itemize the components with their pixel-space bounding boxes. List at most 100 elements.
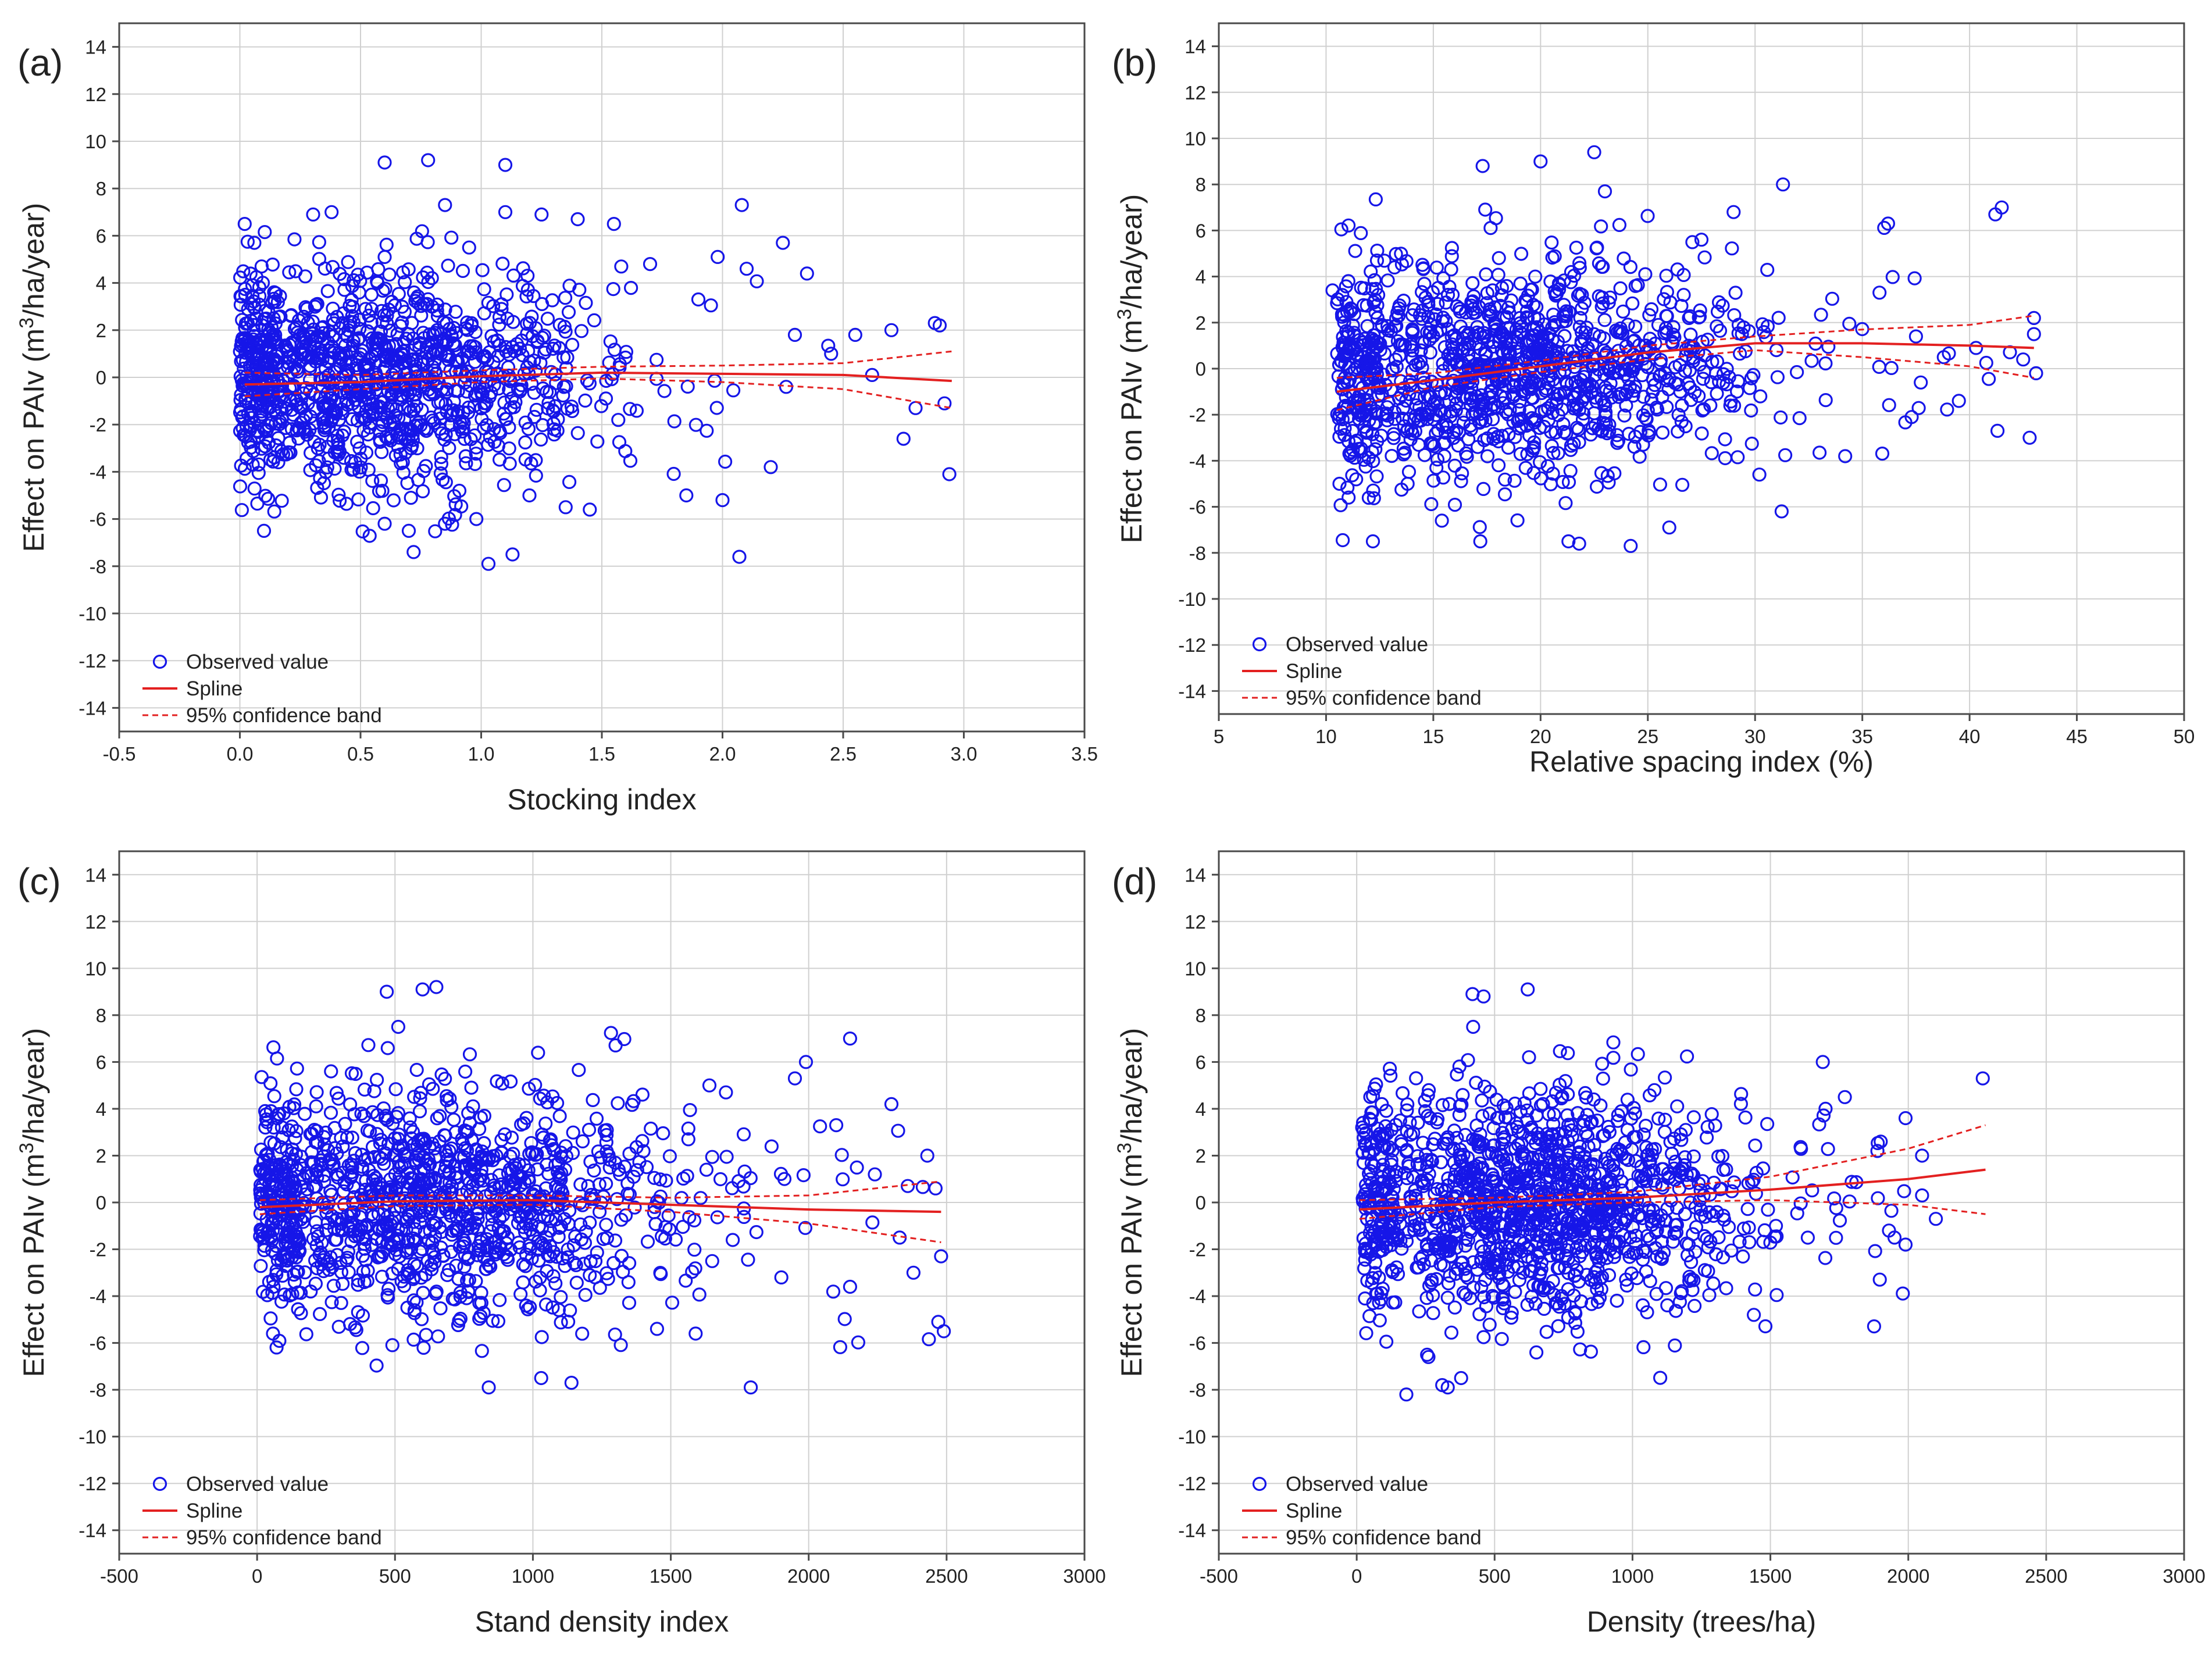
observed-point (1614, 324, 1628, 339)
observed-point (1988, 207, 2003, 222)
observed-point (250, 423, 265, 438)
observed-point (581, 1122, 597, 1137)
x-tick-label: 10 (1315, 726, 1337, 747)
observed-point (572, 1062, 586, 1077)
observed-point (611, 413, 626, 427)
observed-point (341, 255, 355, 269)
observed-point (1444, 249, 1459, 263)
observed-point (581, 1179, 595, 1194)
observed-point (433, 1220, 447, 1235)
observed-point (394, 388, 409, 402)
observed-point (1486, 427, 1501, 441)
observed-point (515, 279, 530, 293)
observed-point (429, 379, 444, 394)
observed-point (1405, 322, 1419, 337)
observed-point (274, 412, 289, 426)
observed-point (718, 454, 733, 469)
observed-point (1386, 431, 1401, 445)
observed-point (545, 1300, 560, 1315)
observed-point (459, 1291, 474, 1305)
observed-point (1403, 1204, 1417, 1218)
observed-point (425, 1236, 440, 1250)
observed-point (590, 434, 605, 449)
observed-point (1469, 356, 1484, 372)
observed-point (1493, 298, 1508, 313)
observed-point (313, 390, 328, 405)
y-tick-label: -4 (1189, 450, 1206, 472)
observed-point (362, 1124, 377, 1138)
observed-point (1351, 405, 1365, 420)
observed-point (1696, 372, 1710, 386)
observed-point (685, 1265, 700, 1279)
observed-point (451, 1318, 466, 1332)
observed-point (290, 1061, 304, 1076)
y-tick-label: 4 (96, 1098, 106, 1120)
observed-point (1761, 1202, 1775, 1217)
observed-point (405, 316, 419, 330)
y-tick-label: 2 (1196, 312, 1206, 334)
observed-point (364, 315, 379, 330)
observed-point (629, 404, 644, 418)
observed-point (1444, 1325, 1459, 1340)
observed-point (298, 422, 312, 437)
observed-point (401, 262, 416, 277)
observed-point (650, 1322, 665, 1336)
observed-point (1432, 387, 1447, 401)
observed-point (433, 406, 448, 421)
observed-point (1671, 377, 1685, 392)
observed-point (865, 1215, 880, 1230)
observed-point (540, 311, 555, 326)
observed-point (1470, 325, 1485, 340)
observed-point (1483, 308, 1498, 323)
observed-point (1454, 359, 1469, 374)
observed-point (1818, 392, 1833, 408)
observed-point (522, 1082, 536, 1096)
observed-point (428, 524, 443, 538)
observed-point (836, 1172, 850, 1187)
observed-point (405, 438, 419, 453)
observed-point (399, 1197, 414, 1211)
observed-point (719, 1150, 734, 1164)
observed-point (1671, 424, 1685, 439)
observed-point (274, 1254, 288, 1268)
observed-point (1641, 428, 1656, 443)
observed-point (579, 295, 593, 310)
x-tick-label: 500 (1479, 1565, 1511, 1587)
observed-point (640, 1234, 655, 1249)
observed-point (445, 1291, 460, 1306)
observed-point (1349, 472, 1364, 487)
observed-point (1908, 329, 1923, 344)
observed-point (1499, 356, 1514, 370)
observed-point (429, 1284, 444, 1299)
observed-point (472, 1312, 487, 1326)
observed-point (316, 326, 331, 341)
observed-point (294, 1150, 309, 1164)
observed-point (1490, 429, 1505, 444)
observed-point (1589, 1245, 1603, 1259)
observed-point (354, 1107, 369, 1121)
observed-point (796, 1168, 811, 1183)
observed-point (764, 1139, 779, 1154)
observed-point (334, 1295, 348, 1310)
observed-point (469, 512, 484, 526)
observed-point (436, 334, 450, 348)
y-tick-label: -12 (79, 1473, 106, 1494)
observed-point (843, 1279, 858, 1294)
observed-point (1625, 296, 1640, 310)
observed-point (598, 391, 613, 406)
observed-point (1914, 375, 1928, 390)
observed-point (1610, 436, 1625, 450)
observed-point (433, 1301, 448, 1316)
observed-point (519, 1298, 533, 1313)
observed-point (1436, 356, 1450, 371)
observed-point (420, 265, 434, 280)
y-axis-label-superscript: 3 (16, 317, 38, 329)
observed-point (1501, 301, 1516, 315)
observed-point (1897, 1184, 1911, 1198)
observed-point (1389, 359, 1404, 374)
observed-point (1653, 1371, 1668, 1385)
observed-point (594, 399, 609, 413)
observed-point (429, 980, 444, 994)
observed-point (380, 316, 394, 331)
observed-point (238, 394, 253, 409)
